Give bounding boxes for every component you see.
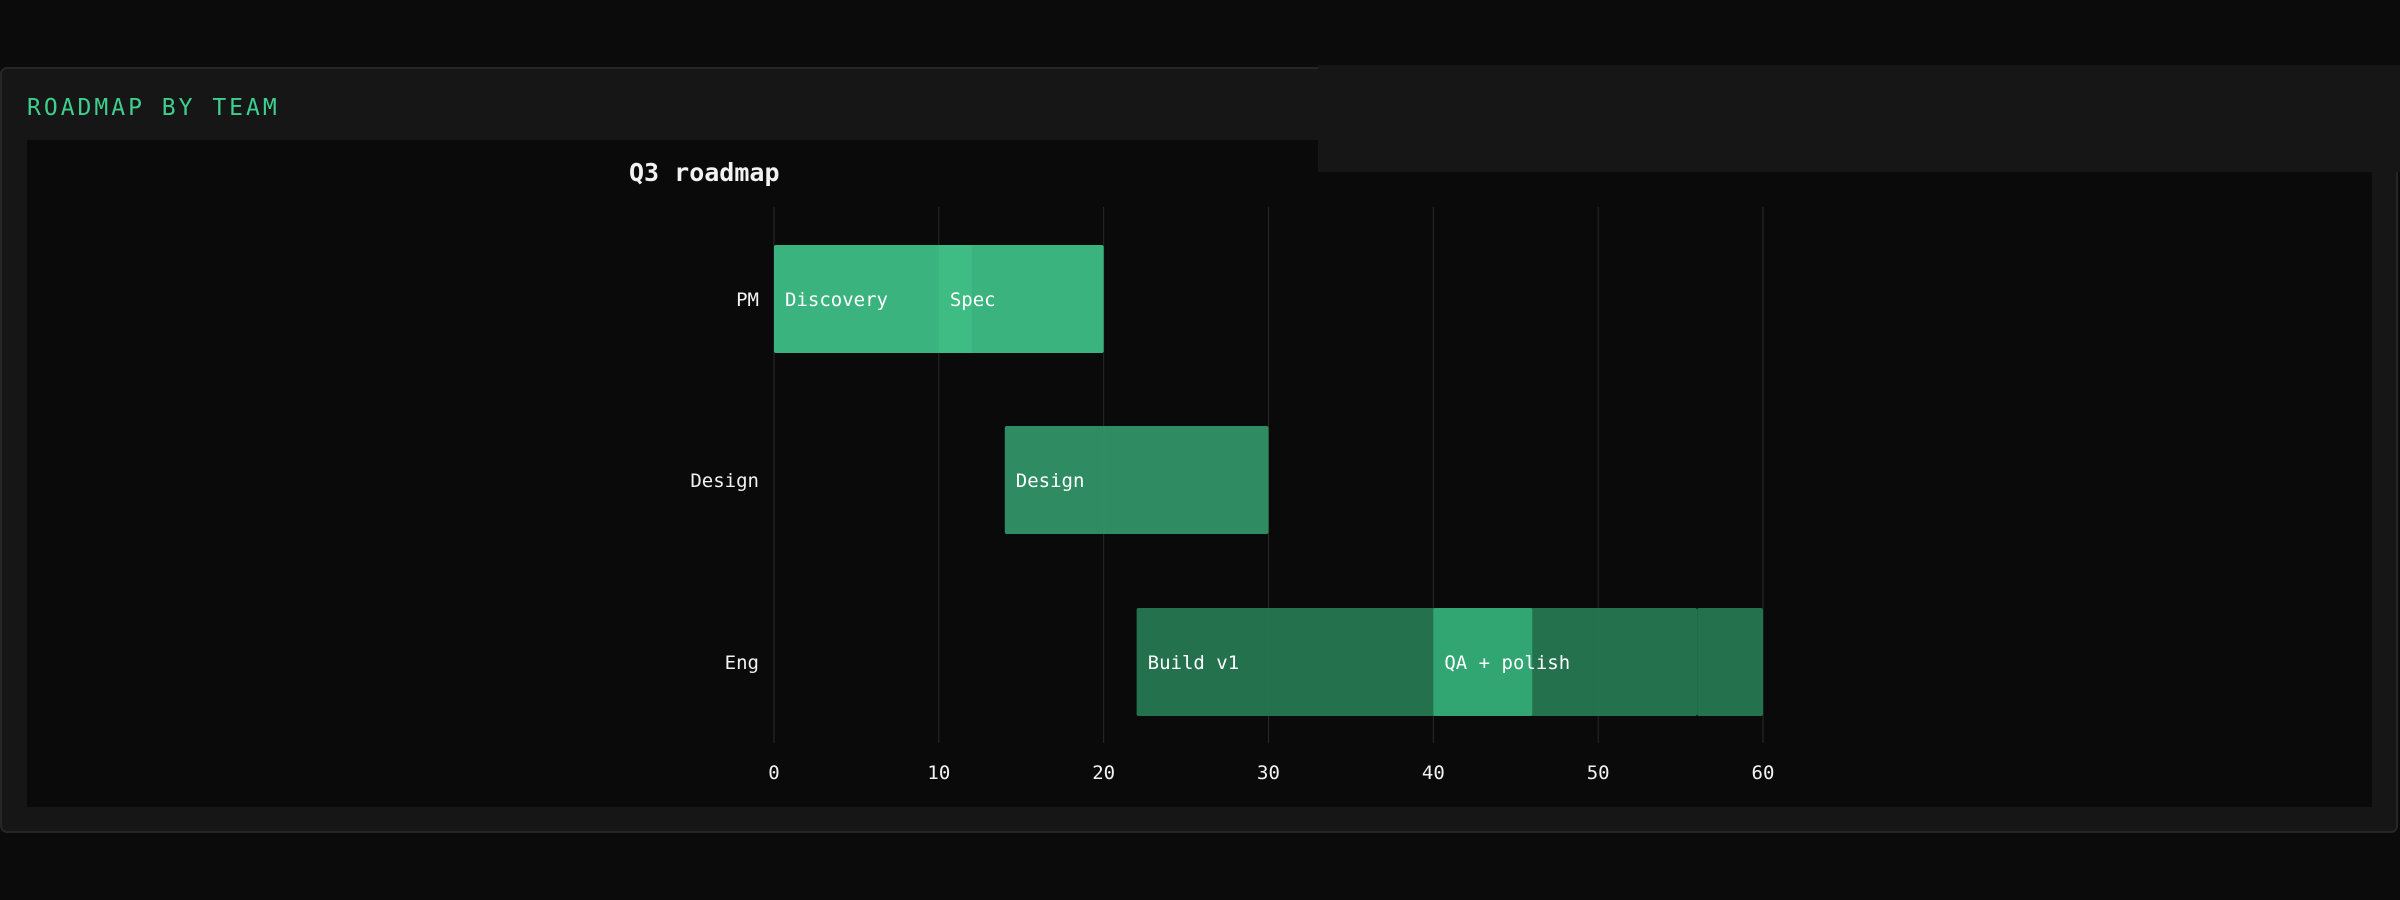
task-bar-design [1004, 426, 1269, 534]
task-label-design: Design [1016, 470, 1085, 492]
card-title: ROADMAP BY TEAM [27, 95, 280, 121]
task-bar-unlabeled [1697, 608, 1763, 716]
chart-title: Q3 roadmap [629, 158, 780, 187]
x-tick-label: 10 [927, 762, 950, 784]
label-layer: Discovery Spec Design Build v1 QA + polish [785, 289, 1570, 674]
task-label-build-v1: Build v1 [1148, 652, 1240, 674]
task-label-discovery: Discovery [785, 289, 888, 311]
x-tick-label: 30 [1257, 762, 1280, 784]
task-bar-qa-polish [1433, 608, 1533, 716]
task-bar-spec [938, 245, 1104, 353]
x-tick-label: 20 [1092, 762, 1115, 784]
task-label-qa-polish: QA + polish [1444, 652, 1570, 674]
row-label-pm: PM [736, 289, 759, 311]
task-label-spec: Spec [950, 289, 996, 311]
x-tick-label: 40 [1422, 762, 1445, 784]
row-label-eng: Eng [725, 652, 759, 674]
x-tick-label: 0 [768, 762, 779, 784]
task-bar-build-v1 [1136, 608, 1698, 716]
x-tick-label: 50 [1587, 762, 1610, 784]
plot-panel-notch [1318, 140, 2400, 172]
row-label-design: Design [690, 470, 759, 492]
task-bar-discovery [774, 245, 972, 353]
x-tick-label: 60 [1752, 762, 1775, 784]
bar-layer [774, 245, 1763, 716]
axis-layer: 0 10 20 30 40 50 60 PM Design Eng [690, 289, 1774, 784]
